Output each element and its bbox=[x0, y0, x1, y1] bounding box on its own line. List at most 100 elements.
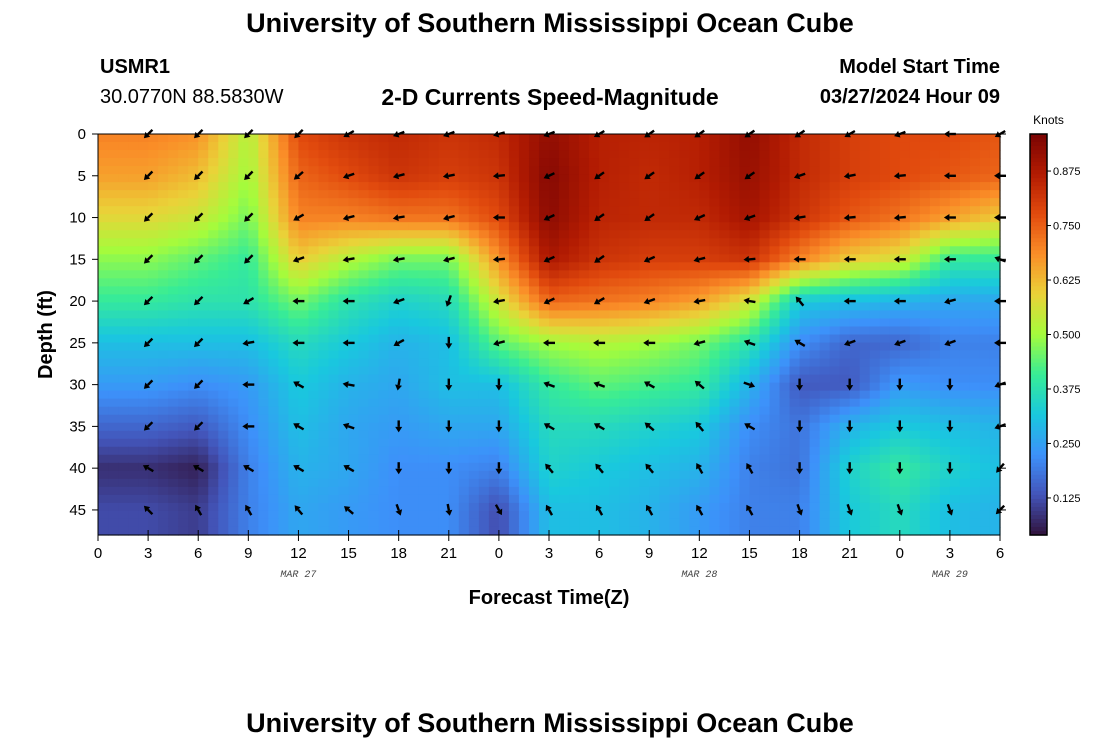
heatmap-cell bbox=[538, 222, 550, 231]
heatmap-cell bbox=[128, 278, 139, 287]
heatmap-cell bbox=[629, 494, 640, 504]
heatmap-cell bbox=[468, 134, 480, 143]
heatmap-cell bbox=[589, 190, 600, 199]
heatmap-cell bbox=[248, 406, 259, 416]
heatmap-cell bbox=[368, 294, 380, 304]
heatmap-cell bbox=[238, 262, 249, 271]
heatmap-cell bbox=[569, 254, 580, 263]
heatmap-cell bbox=[729, 190, 741, 199]
heatmap-cell bbox=[549, 342, 560, 352]
heatmap-cell bbox=[518, 246, 530, 255]
heatmap-cell bbox=[879, 294, 891, 304]
heatmap-cell bbox=[759, 190, 771, 199]
heatmap-cell bbox=[699, 142, 710, 151]
heatmap-cell bbox=[799, 494, 811, 504]
heatmap-cell bbox=[709, 198, 720, 207]
heatmap-cell bbox=[849, 398, 861, 408]
heatmap-cell bbox=[158, 342, 169, 352]
heatmap-cell bbox=[569, 294, 580, 304]
heatmap-cell bbox=[959, 318, 971, 328]
heatmap-cell bbox=[589, 342, 600, 352]
heatmap-cell bbox=[338, 406, 350, 416]
heatmap-cell bbox=[969, 374, 981, 384]
heatmap-cell bbox=[538, 142, 550, 151]
heatmap-cell bbox=[198, 382, 209, 392]
heatmap-cell bbox=[589, 526, 600, 536]
heatmap-cell bbox=[839, 422, 851, 432]
heatmap-cell bbox=[569, 134, 580, 143]
heatmap-cell bbox=[669, 454, 680, 464]
heatmap-cell bbox=[969, 206, 981, 215]
heatmap-cell bbox=[168, 214, 179, 223]
heatmap-cell bbox=[909, 270, 921, 279]
heatmap-cell bbox=[789, 374, 801, 384]
heatmap-cell bbox=[438, 158, 450, 167]
heatmap-cell bbox=[238, 414, 249, 424]
heatmap-cell bbox=[989, 302, 1001, 312]
heatmap-cell bbox=[258, 382, 269, 392]
heatmap-cell bbox=[138, 286, 149, 295]
heatmap-cell bbox=[98, 390, 109, 400]
current-arrow bbox=[743, 339, 756, 347]
heatmap-cell bbox=[699, 342, 710, 352]
heatmap-cell bbox=[609, 158, 620, 167]
heatmap-cell bbox=[168, 166, 179, 175]
heatmap-cell bbox=[108, 302, 119, 312]
heatmap-cell bbox=[979, 134, 991, 143]
heatmap-cell bbox=[609, 478, 620, 488]
heatmap-cell bbox=[829, 310, 841, 320]
heatmap-cell bbox=[358, 510, 370, 520]
heatmap-cell bbox=[779, 326, 791, 336]
heatmap-cell bbox=[549, 158, 560, 167]
heatmap-cell bbox=[428, 134, 440, 143]
heatmap-cell bbox=[308, 190, 320, 199]
heatmap-cell bbox=[549, 222, 560, 231]
heatmap-cell bbox=[118, 366, 129, 376]
heatmap-cell bbox=[639, 222, 650, 231]
arrow-shaft bbox=[748, 299, 756, 304]
heatmap-cell bbox=[899, 286, 911, 295]
heatmap-cell bbox=[949, 454, 961, 464]
heatmap-cell bbox=[869, 166, 881, 175]
heatmap-cell bbox=[248, 158, 259, 167]
heatmap-cell bbox=[248, 430, 259, 440]
heatmap-cell bbox=[458, 350, 470, 360]
heatmap-cell bbox=[759, 286, 771, 295]
heatmap-cell bbox=[809, 518, 821, 528]
heatmap-cell bbox=[398, 270, 410, 279]
heatmap-cell bbox=[859, 334, 871, 344]
heatmap-cell bbox=[388, 182, 400, 191]
heatmap-cell bbox=[108, 262, 119, 271]
heatmap-cell bbox=[238, 302, 249, 312]
heatmap-cell bbox=[218, 462, 229, 472]
current-arrow bbox=[893, 255, 906, 263]
heatmap-cell bbox=[729, 174, 741, 183]
heatmap-cell bbox=[528, 374, 540, 384]
heatmap-cell bbox=[338, 486, 350, 496]
heatmap-cell bbox=[518, 286, 530, 295]
heatmap-cell bbox=[919, 502, 931, 512]
heatmap-cell bbox=[669, 206, 680, 215]
heatmap-cell bbox=[839, 270, 851, 279]
heatmap-cell bbox=[979, 214, 991, 223]
heatmap-cell bbox=[679, 454, 690, 464]
heatmap-cell bbox=[138, 262, 149, 271]
heatmap-cell bbox=[889, 486, 901, 496]
heatmap-cell bbox=[378, 158, 390, 167]
arrow-shaft bbox=[548, 255, 555, 261]
heatmap-cell bbox=[629, 526, 640, 536]
heatmap-cell bbox=[549, 302, 560, 312]
heatmap-cell bbox=[979, 462, 991, 472]
heatmap-cell bbox=[138, 398, 149, 408]
heatmap-cell bbox=[138, 478, 149, 488]
heatmap-cell bbox=[779, 262, 791, 271]
heatmap-cell bbox=[669, 190, 680, 199]
heatmap-cell bbox=[438, 422, 450, 432]
heatmap-cell bbox=[248, 262, 259, 271]
heatmap-cell bbox=[358, 502, 370, 512]
heatmap-cell bbox=[318, 278, 330, 287]
heatmap-cell bbox=[559, 334, 570, 344]
heatmap-cell bbox=[889, 142, 901, 151]
heatmap-cell bbox=[208, 174, 219, 183]
heatmap-cell bbox=[569, 454, 580, 464]
